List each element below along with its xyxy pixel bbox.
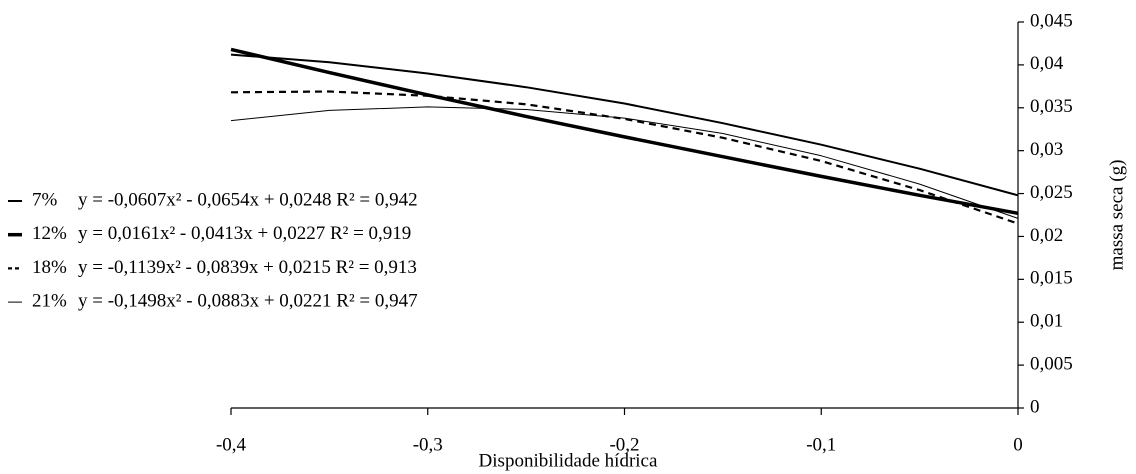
series-line [230, 90, 1019, 225]
y-tick-label: 0,045 [1030, 10, 1073, 31]
x-tick-label: -0,2 [609, 434, 639, 455]
y-tick-label: 0,04 [1030, 53, 1064, 74]
y-tick-label: 0,02 [1030, 225, 1063, 246]
legend-equation: y = -0,1498x² - 0,0883x + 0,0221 R² = 0,… [78, 290, 418, 311]
series-line [230, 47, 1019, 216]
x-tick-label: -0,4 [216, 434, 247, 455]
series-line [230, 106, 1019, 219]
y-tick-label: 0 [1030, 396, 1040, 417]
y-tick-label: 0,015 [1030, 268, 1073, 289]
x-tick-label: -0,3 [413, 434, 443, 455]
legend-equation: y = -0,0607x² - 0,0654x + 0,0248 R² = 0,… [78, 189, 418, 210]
legend-label: 7% [32, 189, 58, 210]
y-tick-label: 0,035 [1030, 96, 1073, 117]
series-line [230, 53, 1019, 197]
y-tick-label: 0,03 [1030, 139, 1063, 160]
x-tick-label: -0,1 [806, 434, 836, 455]
legend-label: 12% [32, 223, 67, 244]
legend-equation: y = -0,1139x² - 0,0839x + 0,0215 R² = 0,… [78, 257, 417, 278]
y-tick-label: 0,025 [1030, 182, 1073, 203]
legend-label: 21% [32, 290, 67, 311]
y-axis-title: massa seca (g) [1106, 160, 1127, 271]
legend-equation: y = 0,0161x² - 0,0413x + 0,0227 R² = 0,9… [78, 223, 411, 244]
y-tick-label: 0,005 [1030, 353, 1073, 374]
x-tick-label: 0 [1013, 434, 1023, 455]
y-tick-label: 0,01 [1030, 311, 1063, 332]
legend-label: 18% [32, 257, 67, 278]
x-axis-title: Disponibilidade hídrica [479, 450, 658, 471]
